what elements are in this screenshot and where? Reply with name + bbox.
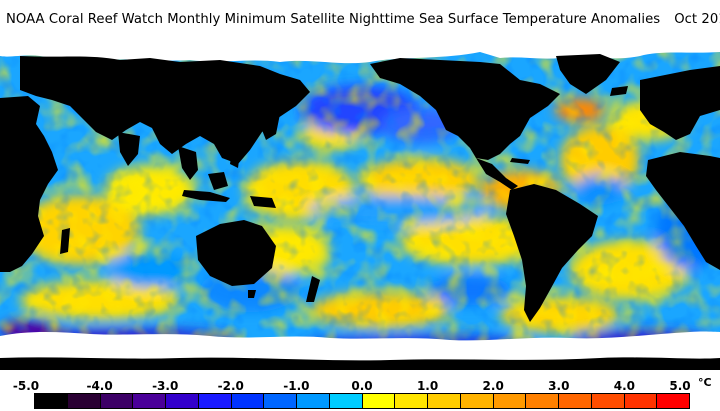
tasmania bbox=[248, 290, 256, 298]
cuba bbox=[510, 158, 530, 164]
colorbar-swatch bbox=[559, 394, 592, 408]
colorbar-tick-label: 2.0 bbox=[482, 379, 504, 393]
japan bbox=[262, 110, 280, 140]
map-title: NOAA Coral Reef Watch Monthly Minimum Sa… bbox=[6, 12, 720, 27]
colorbar-tick-label: -5.0 bbox=[12, 379, 40, 393]
colorbar-tick-label: -3.0 bbox=[152, 379, 179, 393]
australia bbox=[196, 220, 276, 286]
borneo bbox=[208, 172, 228, 190]
colorbar-swatch bbox=[591, 394, 625, 408]
new-guinea bbox=[250, 196, 276, 208]
north-america bbox=[370, 58, 560, 160]
colorbar-swatch bbox=[526, 394, 559, 408]
colorbar-tick-label: 4.0 bbox=[613, 379, 636, 393]
europe-west bbox=[640, 66, 720, 140]
colorbar-swatch bbox=[297, 394, 330, 408]
south-america bbox=[506, 184, 598, 322]
africa-west bbox=[646, 152, 720, 270]
colorbar-tick-label: 0.0 bbox=[351, 379, 373, 393]
central-america bbox=[476, 158, 518, 190]
colorbar-tick-label: -4.0 bbox=[86, 379, 113, 393]
africa bbox=[0, 96, 58, 272]
colorbar-tick-labels: -5.0 -4.0 -3.0 -2.0 -1.0 0.0 1.0 2.0 3.0 4.0 5.0 bbox=[0, 379, 720, 393]
colorbar-swatch bbox=[624, 394, 658, 408]
colorbar-tick-label: -2.0 bbox=[217, 379, 244, 393]
colorbar-swatch bbox=[460, 394, 494, 408]
greenland bbox=[556, 54, 620, 94]
colorbar-swatch bbox=[493, 394, 527, 408]
eurasia bbox=[20, 56, 310, 164]
colorbar-swatch bbox=[100, 394, 134, 408]
colorbar-tick-label: 1.0 bbox=[416, 379, 439, 393]
new-zealand bbox=[306, 276, 320, 302]
colorbar-swatch bbox=[133, 394, 166, 408]
madagascar bbox=[60, 228, 70, 254]
land-masses bbox=[0, 54, 720, 322]
title-text: NOAA Coral Reef Watch Monthly Minimum Sa… bbox=[6, 12, 661, 27]
sst-anomaly-map bbox=[0, 40, 720, 370]
indonesia bbox=[182, 190, 230, 202]
colorbar bbox=[34, 393, 690, 409]
colorbar-swatch bbox=[428, 394, 461, 408]
colorbar-swatch bbox=[329, 394, 363, 408]
colorbar-tick-label: -1.0 bbox=[283, 379, 310, 393]
india bbox=[118, 132, 140, 166]
colorbar-swatch bbox=[198, 394, 232, 408]
southeast-asia bbox=[178, 146, 198, 180]
iceland bbox=[610, 86, 628, 96]
colorbar-unit: °C bbox=[698, 376, 712, 389]
colorbar-tick-label: 5.0 bbox=[669, 379, 691, 393]
arctic-ice bbox=[0, 40, 720, 64]
title-date: Oct 2012 bbox=[674, 12, 720, 27]
philippines bbox=[230, 150, 240, 168]
colorbar-swatch bbox=[231, 394, 265, 408]
colorbar-tick-label: 3.0 bbox=[548, 379, 570, 393]
colorbar-swatch bbox=[395, 394, 428, 408]
colorbar-swatch bbox=[264, 394, 297, 408]
colorbar-swatch bbox=[35, 394, 68, 408]
antarctica bbox=[0, 357, 720, 370]
colorbar-swatch bbox=[362, 394, 396, 408]
colorbar-swatch bbox=[67, 394, 101, 408]
colorbar-swatch bbox=[657, 394, 689, 408]
colorbar-swatch bbox=[166, 394, 199, 408]
